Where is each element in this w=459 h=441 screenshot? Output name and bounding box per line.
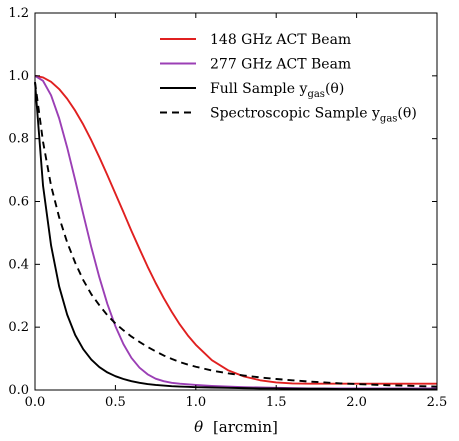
legend-label-3: Full Sample ygas(θ) [210,81,344,100]
series-line-2 [34,75,437,390]
series-line-4 [34,81,438,388]
x-tick-label: 0.5 [105,395,126,410]
legend-label-1: 148 GHz ACT Beam [210,32,351,48]
y-tick-label: 0.0 [8,383,29,398]
legend-label-4: Spectroscopic Sample ygas(θ) [210,106,417,125]
y-tick-label: 0.2 [8,320,29,335]
y-tick-label: 0.4 [8,257,29,272]
y-tick-label: 0.8 [8,132,29,147]
series-layer [34,74,438,391]
y-tick-label: 1.0 [8,69,29,84]
y-tick-label: 1.2 [8,6,29,21]
x-tick-label: 2.5 [427,395,448,410]
ticks-layer: 0.0 0.5 1.0 1.5 2.0 2.5 0.0 0.2 0.4 0.6 0.8 1.0 1.2 [8,6,447,410]
x-axis-title-unit: [arcmin] [213,418,278,436]
x-tick-label: 1.0 [185,395,206,410]
legend-label-2: 277 GHz ACT Beam [210,57,351,73]
x-axis-title: θ [arcmin] [194,418,278,436]
x-tick-label: 2.0 [346,395,367,410]
x-axis-title-symbol: θ [194,418,203,436]
x-tick-label: 1.5 [266,395,287,410]
y-tick-label: 0.6 [8,195,29,210]
legend: 148 GHz ACT Beam 277 GHz ACT Beam Full Sam… [160,32,417,125]
x-tick-label: 0.0 [25,395,46,410]
series-line-3 [34,82,437,391]
series-line-1 [34,74,437,385]
